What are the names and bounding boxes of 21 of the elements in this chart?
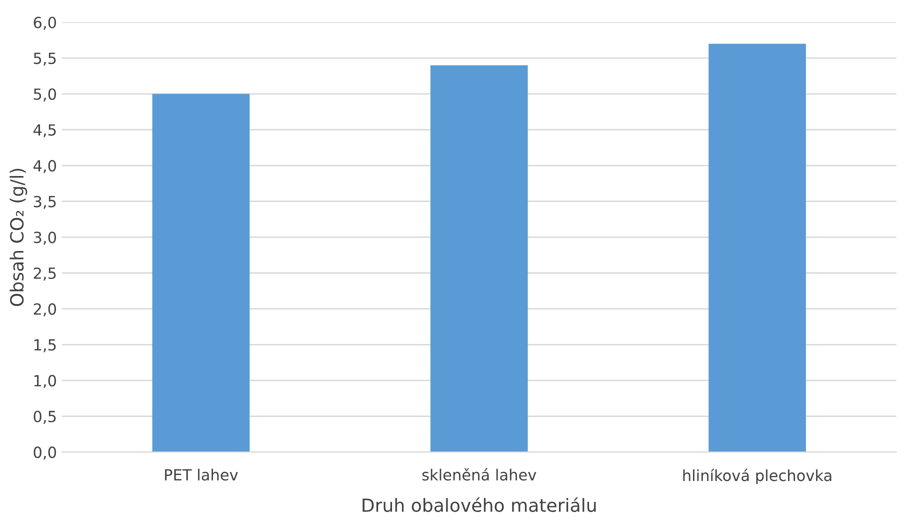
y-tick-label: 5,5 [34,52,56,66]
bar [708,44,806,452]
x-tick-label: hliníková plechovka [683,468,832,484]
bar [430,65,528,452]
y-tick-label: 5,0 [34,88,56,102]
y-tick-label: 1,0 [34,374,56,388]
y-tick-label: 0,0 [34,446,56,460]
x-axis-title: Druh obalového materiálu [362,497,596,512]
bar [152,94,250,452]
y-tick-label: 6,0 [34,16,56,30]
y-tick-label: 3,5 [34,196,56,209]
x-tick-label: PET lahev [165,468,238,481]
y-tick-label: 1,5 [34,339,56,352]
x-tick-label: skleněná lahev [422,468,536,481]
y-axis-title: Obsah CO₂ (g/l) [10,168,28,306]
y-tick-label: 2,5 [34,267,56,281]
y-tick-label: 0,5 [34,410,56,424]
y-tick-label: 2,0 [34,303,56,316]
y-tick-label: 3,0 [34,232,56,245]
y-tick-label: 4,5 [33,124,56,138]
y-tick-label: 4,0 [33,160,56,174]
